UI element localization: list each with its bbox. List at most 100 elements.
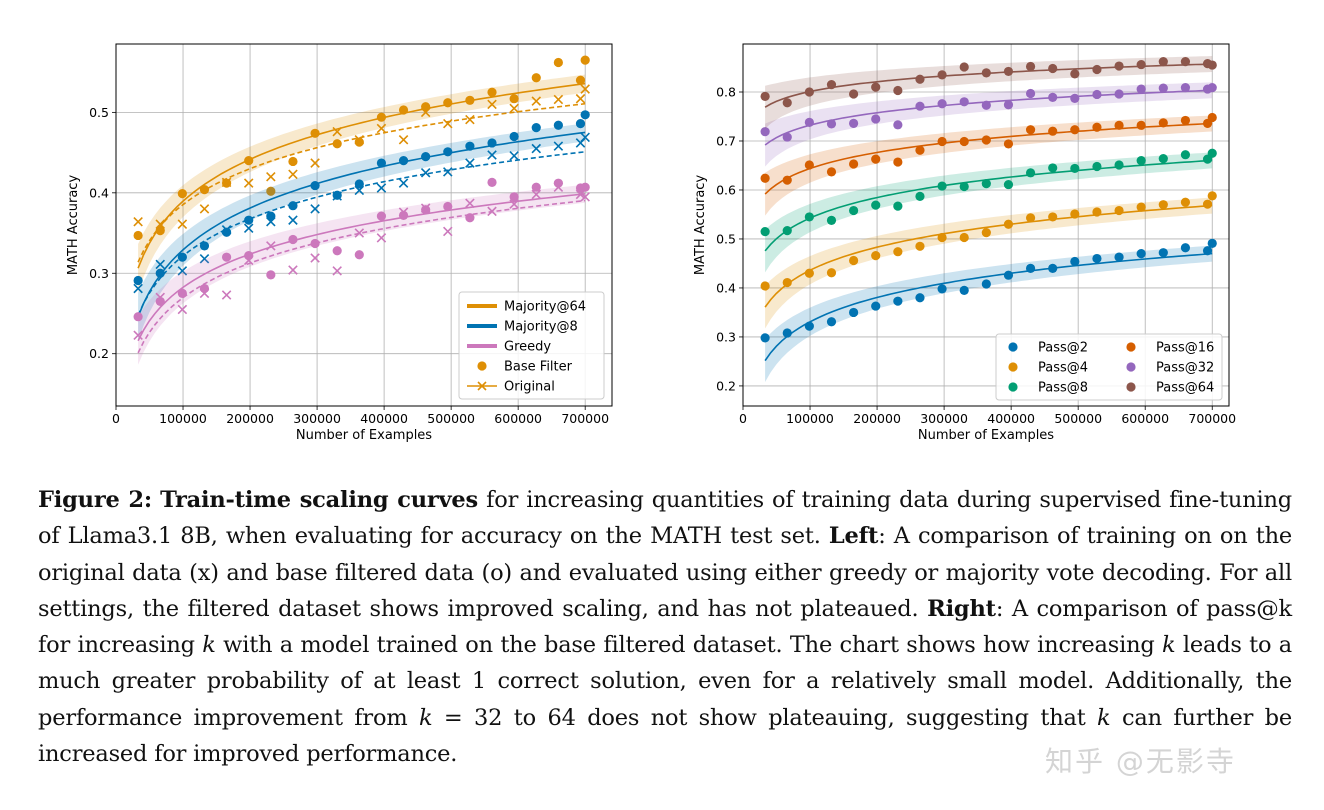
legend-frame: [458, 291, 605, 400]
caption-text-5: leads to a much greater probability of a…: [38, 632, 1292, 731]
greedy-fit-line-original: [137, 199, 586, 354]
majority-64-point: [199, 185, 210, 195]
pass-4-point: [981, 227, 991, 238]
pass-2-point: [804, 321, 814, 331]
pass-8-point: [1158, 154, 1168, 164]
majority-8-point: [376, 158, 387, 168]
majority-8-cross-point: [509, 151, 519, 161]
legend-label: Pass@32: [1156, 361, 1214, 376]
pass-8-point: [1180, 150, 1191, 160]
cross-stroke: [332, 126, 342, 137]
cross-stroke: [580, 132, 590, 143]
greedy-point: [398, 210, 409, 220]
pass-8-point: [1048, 163, 1058, 173]
caption-text-6: = 32 to 64 does not show plateauing, sug…: [432, 704, 1098, 731]
majority-8-cross-point: [354, 185, 365, 196]
pass-64-confidence-band: [765, 56, 1213, 129]
cross-stroke: [420, 203, 431, 213]
cross-stroke: [332, 266, 342, 276]
pass-32-point: [937, 99, 947, 109]
cross-stroke: [288, 215, 298, 225]
pass-2-point: [760, 333, 770, 343]
pass-4-point: [1180, 197, 1191, 207]
pass-32-point: [893, 120, 903, 130]
pass-64-point: [1025, 61, 1036, 72]
greedy-cross-point: [580, 192, 590, 202]
x-tick-label: 300000: [920, 411, 968, 426]
pass-8-point: [959, 181, 969, 192]
pass-32-point: [959, 97, 969, 107]
legend-label: Original: [504, 380, 555, 395]
majority-64-point: [288, 156, 298, 167]
majority-64-cross-point: [531, 96, 542, 106]
majority-8-cross-point: [443, 167, 453, 177]
cross-stroke: [354, 228, 365, 238]
x-tick-label: 0: [112, 411, 120, 426]
pass-4-point: [826, 268, 837, 278]
greedy-cross-point: [420, 203, 431, 213]
pass-8-point: [1114, 160, 1124, 170]
pass-32-point: [1025, 88, 1036, 99]
cross-stroke: [199, 288, 210, 299]
pass-8-point: [804, 212, 814, 222]
axes-frame: [742, 43, 1230, 407]
cross-stroke: [398, 178, 409, 188]
greedy-cross-point: [487, 206, 497, 217]
greedy-point: [288, 234, 298, 245]
pass-64-point: [937, 70, 947, 80]
pass-64-point: [804, 87, 814, 97]
legend: Majority@64 Majority@8 Greedy Base Filter Or…: [458, 291, 605, 400]
pass-4-point: [1025, 213, 1036, 223]
greedy-point: [465, 213, 475, 223]
y-axis-label: MATH Accuracy: [66, 175, 81, 276]
caption-title: Train-time scaling curves: [160, 487, 478, 513]
greedy-cross-point: [177, 304, 188, 315]
cross-stroke: [221, 225, 232, 235]
majority-64-cross-point: [376, 123, 387, 134]
caption-text-7: can further be increased for improved pe…: [38, 704, 1292, 768]
pass-64-point: [959, 62, 969, 72]
majority-64-point: [332, 139, 342, 149]
legend-dot-swatch: [1008, 342, 1018, 352]
pass-16-point: [1114, 120, 1124, 130]
cross-stroke: [133, 330, 143, 340]
greedy-cross-point: [288, 265, 298, 275]
pass-4-fit-line: [764, 204, 1213, 308]
majority-8-point: [487, 138, 497, 148]
legend-label: Pass@8: [1038, 381, 1088, 396]
majority-8-point: [244, 215, 254, 225]
majority-8-point: [575, 119, 586, 129]
legend-item: Greedy: [467, 340, 551, 355]
majority-64-cross-point: [354, 134, 365, 145]
pass-32-point: [1158, 83, 1168, 93]
pass-2-fit-line: [764, 252, 1213, 362]
greedy-cross-point: [155, 292, 166, 303]
majority-64-fit-line: [137, 82, 586, 269]
x-tick-label: 0: [739, 411, 747, 426]
pass-64-point: [871, 82, 881, 92]
majority-8-cross-point: [332, 191, 342, 201]
cross-stroke: [465, 158, 475, 168]
pass-8-point: [1207, 148, 1217, 158]
pass-8-point: [1136, 155, 1146, 166]
pass-32-point: [1070, 93, 1080, 103]
majority-64-point: [398, 105, 409, 115]
caption-k: k: [418, 704, 433, 731]
cross-stroke: [465, 114, 475, 125]
cross-stroke: [177, 304, 188, 315]
greedy-cross-point: [531, 189, 542, 200]
pass-16-point: [937, 136, 947, 147]
pass-2-point: [1180, 243, 1191, 253]
cross-stroke: [310, 204, 320, 214]
cross-stroke: [310, 158, 320, 168]
pass-32-point: [1048, 92, 1058, 102]
greedy-point: [310, 238, 320, 249]
pass-16-point: [1003, 139, 1014, 149]
greedy-point: [354, 250, 364, 260]
majority-8-point: [155, 268, 165, 278]
pass-2-point: [1048, 263, 1058, 273]
majority-8-cross-point: [133, 283, 143, 294]
majority-8-cross-point: [243, 223, 254, 233]
cross-stroke: [199, 254, 210, 264]
pass-2-point: [893, 296, 903, 306]
